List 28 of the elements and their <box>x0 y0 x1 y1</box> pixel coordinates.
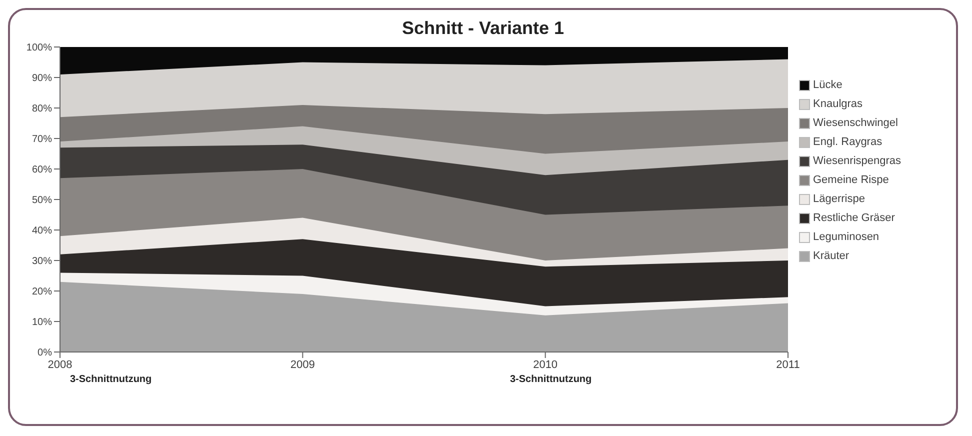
x-tick-label: 2010 <box>533 358 558 371</box>
y-tick-label: 60% <box>32 164 52 176</box>
y-tick-label: 10% <box>32 317 52 328</box>
x-tick-label: 2008 <box>48 358 72 371</box>
legend-label: Lücke <box>813 79 842 91</box>
legend-label: Lägerrispe <box>813 193 865 205</box>
legend-label: Restliche Gräser <box>813 212 895 224</box>
legend-label: Gemeine Rispe <box>813 174 889 186</box>
text: 3-Schnittnutzung <box>70 374 152 385</box>
y-tick-label: 100% <box>26 42 52 54</box>
legend-label: Kräuter <box>813 250 850 262</box>
y-tick-label: 70% <box>32 134 52 146</box>
y-tick-label: 90% <box>32 73 52 84</box>
y-tick-label: 80% <box>32 104 52 115</box>
chart-title: Schnitt - Variante 1 <box>400 17 566 39</box>
legend-label: Wiesenrispengras <box>813 155 902 167</box>
y-tick-label: 20% <box>32 286 52 298</box>
text: 3-Schnittnutzung <box>510 374 592 385</box>
legend-label: Leguminosen <box>813 231 880 243</box>
y-tick-label: 30% <box>32 256 52 268</box>
y-tick-label: 40% <box>32 226 52 237</box>
y-tick-label: 0% <box>38 348 52 359</box>
legend-label: Wiesenschwingel <box>813 117 898 129</box>
x-tick-label: 2009 <box>290 358 315 371</box>
x-tick-label: 2011 <box>776 358 800 371</box>
legend-label: Knaulgras <box>813 98 863 110</box>
y-tick-label: 50% <box>32 195 52 206</box>
legend-label: Engl. Raygras <box>813 136 882 148</box>
